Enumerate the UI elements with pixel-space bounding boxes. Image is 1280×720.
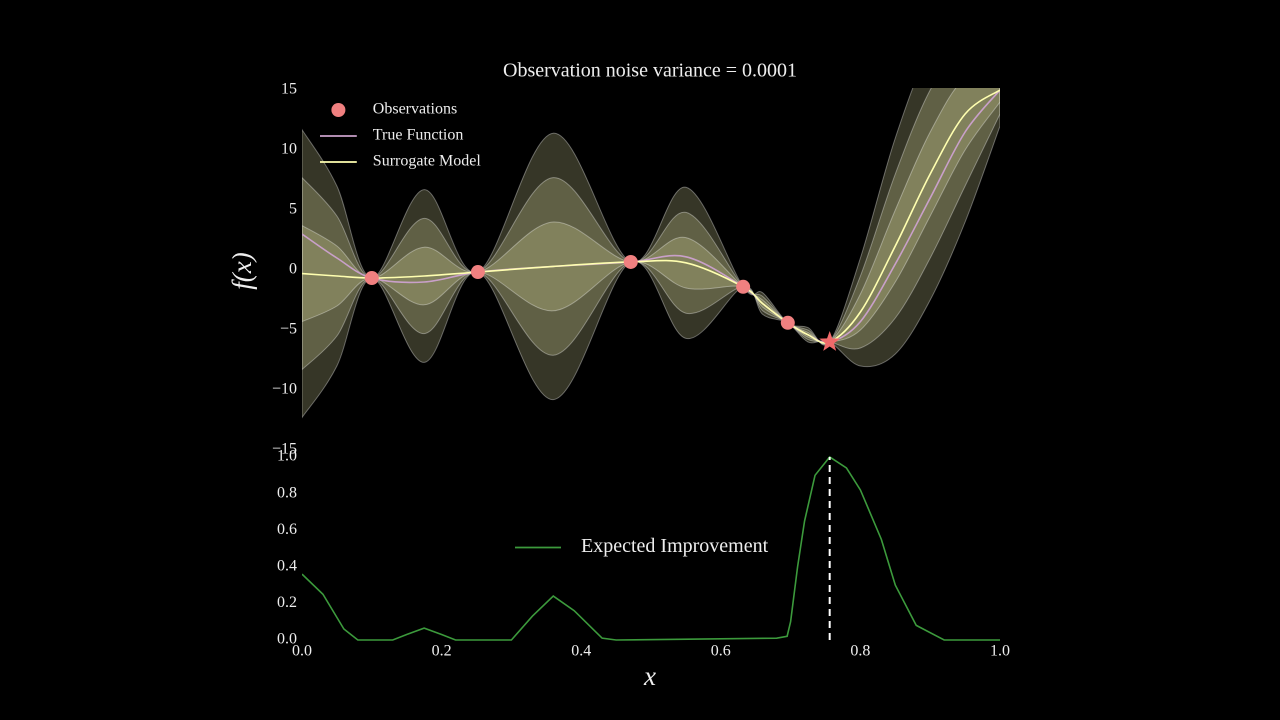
y-tick-label: 0 (289, 261, 297, 278)
observation-point (623, 254, 638, 269)
x-axis-label: x (643, 661, 656, 691)
observation-point (780, 315, 795, 330)
legend-marker (331, 103, 346, 117)
next-point (819, 331, 841, 351)
y-tick-label: 0.4 (277, 557, 297, 574)
y-tick-label: 0.2 (277, 594, 297, 611)
y-axis-label: f(x) (227, 252, 257, 289)
confidence-band (302, 88, 1000, 371)
x-tick-label: 0.8 (850, 643, 870, 660)
x-tick-label: 1.0 (990, 643, 1010, 660)
legend-label: Surrogate Model (373, 153, 482, 170)
y-tick-label: −5 (280, 321, 297, 338)
series-line (302, 89, 1000, 344)
y-tick-label: 15 (281, 81, 297, 98)
y-tick-label: 0.0 (277, 631, 297, 648)
observation-point (470, 265, 485, 280)
observation-point (364, 271, 379, 286)
confidence-band (302, 88, 1000, 345)
y-tick-label: 5 (289, 201, 297, 218)
x-tick-label: 0.6 (711, 643, 731, 660)
plot-area (302, 88, 1000, 419)
plot-area (302, 455, 1000, 641)
x-tick-label: 0.4 (571, 643, 591, 660)
legend-label: Observations (373, 101, 457, 118)
y-tick-label: 0.8 (277, 484, 297, 501)
chart-title: Observation noise variance = 0.0001 (503, 60, 797, 82)
x-tick-label: 0.2 (432, 643, 452, 660)
y-tick-label: −10 (272, 381, 297, 398)
series-line (302, 455, 1000, 641)
y-tick-label: 1.0 (277, 448, 297, 465)
y-tick-label: 0.6 (277, 521, 297, 538)
y-tick-label: 10 (281, 141, 297, 158)
legend-label: True Function (373, 127, 464, 144)
y-tick-label: −15 (272, 441, 297, 458)
confidence-band (302, 88, 1000, 419)
observation-point (736, 279, 751, 294)
x-tick-label: 0.0 (292, 643, 312, 660)
legend-label: Expected Improvement (581, 535, 769, 557)
